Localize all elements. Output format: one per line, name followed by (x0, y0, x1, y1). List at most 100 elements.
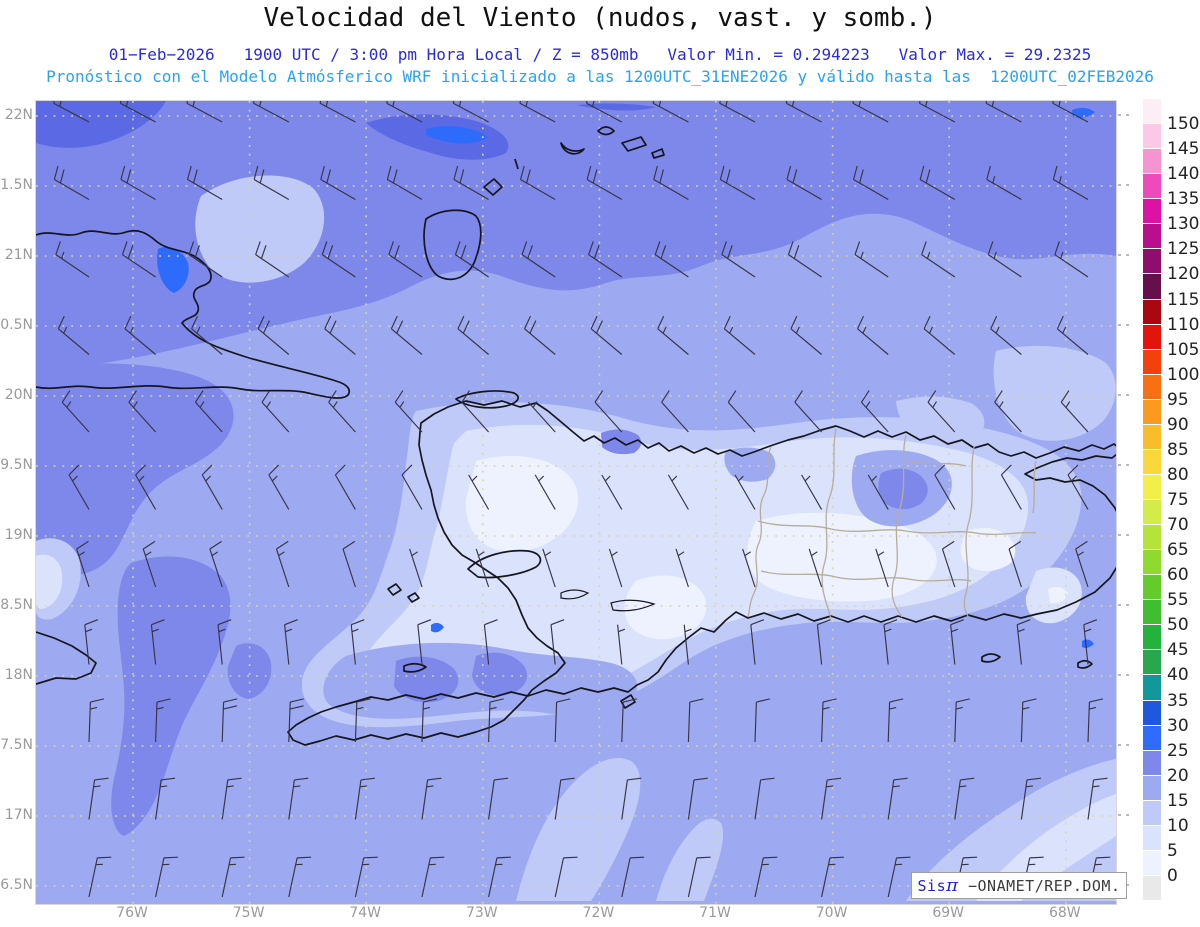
lat-tick-label: 8.5N (0, 597, 33, 613)
colorbar-block (1143, 774, 1161, 800)
colorbar-block (1143, 298, 1161, 324)
colorbar-tick-label: 0 (1167, 865, 1178, 886)
colorbar-tick-label: 50 (1167, 615, 1189, 636)
colorbar-tick-label: 60 (1167, 565, 1189, 586)
colorbar-tick-label: 45 (1167, 640, 1189, 661)
right-axis-tick (1126, 254, 1129, 256)
colorbar-tick-label: 100 (1167, 364, 1200, 385)
colorbar-tick-label: 90 (1167, 414, 1189, 435)
lat-tick-label: 7.5N (0, 737, 33, 753)
colorbar-block (1143, 674, 1161, 700)
right-axis-tick (1126, 534, 1129, 536)
colorbar-tick-label: 10 (1167, 815, 1189, 836)
colorbar-tick-label: 130 (1167, 214, 1200, 235)
colorbar-tick-label: 40 (1167, 665, 1189, 686)
colorbar-block (1143, 98, 1161, 124)
colorbar-block (1143, 248, 1161, 274)
colorbar-block (1143, 874, 1161, 900)
right-axis-tick (1126, 184, 1129, 186)
colorbar-tick-label: 70 (1167, 515, 1189, 536)
right-axis-tick (1118, 114, 1121, 116)
colorbar-tick-label: 35 (1167, 690, 1189, 711)
colorbar-tick-label: 115 (1167, 289, 1200, 310)
credit-dash: − (967, 876, 978, 895)
colorbar-block (1143, 198, 1161, 224)
colorbar-block (1143, 724, 1161, 750)
map-canvas (35, 89, 1126, 905)
lat-tick-label: 6.5N (0, 877, 33, 893)
colorbar-block (1143, 448, 1161, 474)
colorbar-tick-label: 15 (1167, 790, 1189, 811)
colorbar-block (1143, 599, 1161, 625)
colorbar-tick-label: 25 (1167, 740, 1189, 761)
colorbar (1143, 98, 1161, 900)
colorbar-tick-label: 105 (1167, 339, 1200, 360)
colorbar-tick-label: 145 (1167, 139, 1200, 160)
colorbar-tick-label: 150 (1167, 114, 1200, 135)
colorbar-tick-label: 140 (1167, 164, 1200, 185)
colorbar-tick-label: 55 (1167, 590, 1189, 611)
colorbar-block (1143, 223, 1161, 249)
colorbar-tick-label: 120 (1167, 264, 1200, 285)
colorbar-tick-label: 30 (1167, 715, 1189, 736)
colorbar-block (1143, 849, 1161, 875)
colorbar-block (1143, 348, 1161, 374)
right-axis-tick (1118, 464, 1121, 466)
lat-lon-gridlines (36, 101, 1116, 904)
right-axis-tick (1126, 604, 1129, 606)
colorbar-block (1143, 649, 1161, 675)
lon-tick-label: 70W (815, 905, 848, 921)
chart-subtitle-model: Pronóstico con el Modelo Atmósferico WRF… (46, 67, 1154, 86)
right-axis-tick (1126, 884, 1129, 886)
lon-tick-label: 68W (1048, 905, 1081, 921)
right-axis-tick (1126, 744, 1129, 746)
lon-tick-label: 72W (582, 905, 615, 921)
colorbar-block (1143, 123, 1161, 149)
colorbar-block (1143, 473, 1161, 499)
lat-tick-label: 0.5N (0, 317, 33, 333)
right-axis-tick (1118, 744, 1121, 746)
colorbar-tick-label: 95 (1167, 389, 1189, 410)
right-axis-tick (1126, 394, 1129, 396)
province-borders (747, 428, 1037, 620)
colorbar-block (1143, 148, 1161, 174)
right-axis-tick (1118, 534, 1121, 536)
colorbar-block (1143, 549, 1161, 575)
lat-tick-label: 17N (4, 807, 33, 823)
lat-tick-label: 18N (4, 667, 33, 683)
credit-org: ONAMET/REP.DOM. (977, 876, 1121, 895)
right-axis-tick (1126, 324, 1129, 326)
colorbar-tick-label: 5 (1167, 840, 1178, 861)
lon-tick-label: 76W (116, 905, 148, 921)
colorbar-block (1143, 373, 1161, 399)
lat-tick-label: 21N (4, 247, 33, 263)
colorbar-block (1143, 423, 1161, 449)
shaded-wind-speed-field (36, 101, 1116, 904)
lon-tick-label: 73W (465, 905, 498, 921)
lat-tick-label: 22N (4, 107, 33, 123)
colorbar-block (1143, 824, 1161, 850)
right-axis-tick (1126, 674, 1129, 676)
wind-barbs (53, 89, 1111, 898)
colorbar-block (1143, 398, 1161, 424)
colorbar-block (1143, 499, 1161, 525)
right-axis-tick (1118, 814, 1121, 816)
lon-tick-label: 71W (699, 905, 731, 921)
lat-tick-label: 20N (4, 387, 33, 403)
credit-box: Sis π − ONAMET/REP.DOM. (911, 872, 1127, 899)
right-axis-tick (1126, 464, 1129, 466)
lat-tick-label: 1.5N (0, 177, 33, 193)
colorbar-block (1143, 799, 1161, 825)
right-axis-tick (1126, 114, 1129, 116)
right-axis-tick (1118, 324, 1121, 326)
colorbar-tick-label: 20 (1167, 765, 1189, 786)
lat-tick-label: 9.5N (0, 457, 33, 473)
lon-tick-label: 74W (349, 905, 382, 921)
colorbar-tick-label: 65 (1167, 540, 1189, 561)
colorbar-block (1143, 624, 1161, 650)
colorbar-block (1143, 574, 1161, 600)
colorbar-tick-label: 135 (1167, 189, 1200, 210)
right-axis-tick (1118, 604, 1121, 606)
colorbar-tick-label: 85 (1167, 439, 1189, 460)
